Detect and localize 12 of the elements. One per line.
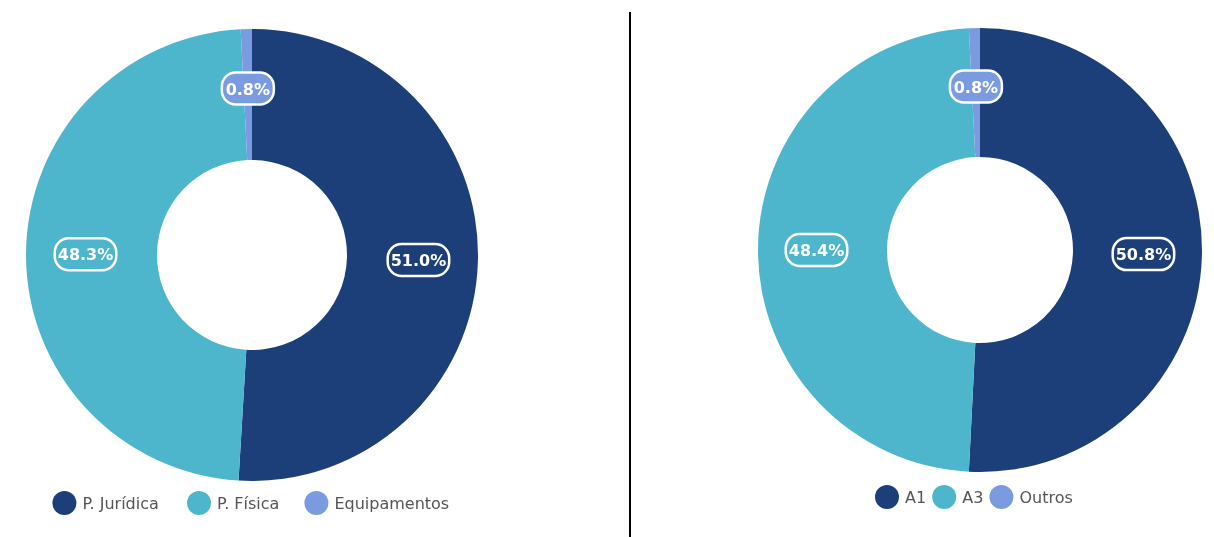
data-label: 51.0% [390, 250, 447, 270]
data-label: 50.8% [1115, 245, 1172, 265]
legend-label: P. Física [217, 494, 280, 513]
data-label: 0.8% [953, 77, 999, 97]
legend-label: Equipamentos [334, 494, 450, 513]
legend-label: Outros [1019, 488, 1073, 507]
data-label: 0.8% [225, 79, 271, 99]
data-label: 48.3% [57, 245, 114, 265]
legend-label: P. Jurídica [82, 494, 159, 513]
legend-label: A3 [962, 488, 984, 507]
data-label: 48.4% [788, 241, 845, 260]
legend-label: A1 [905, 488, 927, 507]
